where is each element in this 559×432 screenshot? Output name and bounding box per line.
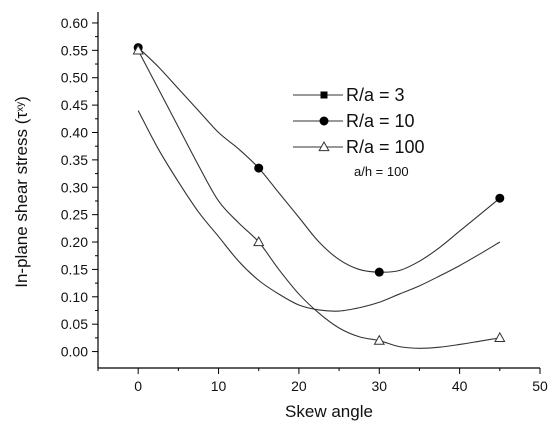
y-tick-label: 0.15 bbox=[61, 261, 88, 277]
data-point-circle bbox=[254, 163, 264, 173]
legend-item: R/a = 10 bbox=[293, 111, 415, 131]
x-tick-label: 30 bbox=[371, 378, 387, 394]
y-tick-label: 0.45 bbox=[61, 97, 88, 113]
data-point-circle bbox=[374, 267, 384, 277]
x-tick-label: 50 bbox=[532, 378, 548, 394]
x-axis-title: Skew angle bbox=[285, 402, 373, 421]
y-axis-title-subscript: xy bbox=[15, 102, 26, 112]
data-point-triangle bbox=[253, 236, 265, 247]
y-tick-label: 0.10 bbox=[61, 289, 88, 305]
legend-label: R/a = 100 bbox=[346, 137, 425, 157]
legend-label: R/a = 3 bbox=[346, 85, 405, 105]
annotation-ah: a/h = 100 bbox=[354, 164, 409, 179]
series-line bbox=[137, 47, 501, 273]
legend-label: R/a = 10 bbox=[346, 111, 415, 131]
legend-marker-square bbox=[320, 91, 328, 99]
svg-text:In-plane shear stress (τxy): In-plane shear stress (τxy) bbox=[12, 96, 31, 288]
series-layer bbox=[132, 43, 506, 349]
legend: R/a = 3 R/a = 10 R/a = 100 bbox=[293, 85, 425, 157]
y-tick-label: 0.40 bbox=[61, 124, 88, 140]
legend-marker-circle bbox=[319, 116, 329, 126]
y-axis-title-close: ) bbox=[12, 96, 31, 102]
y-tick-label: 0.55 bbox=[61, 42, 88, 58]
y-tick-label: 0.05 bbox=[61, 316, 88, 332]
y-ticks: 0.00 0.05 0.10 0.15 0.20 0.25 0.30 0.35 0.40 0.45… bbox=[61, 15, 98, 360]
series-triangle bbox=[132, 44, 506, 349]
y-tick-label: 0.60 bbox=[61, 15, 88, 31]
y-axis-title: In-plane shear stress (τxy) bbox=[12, 96, 31, 288]
x-tick-label: 40 bbox=[452, 378, 468, 394]
series-circle bbox=[133, 43, 505, 277]
series-square bbox=[137, 110, 501, 312]
x-tick-label: 10 bbox=[211, 378, 227, 394]
x-ticks: 0 10 20 30 40 50 bbox=[97, 368, 548, 394]
series-line bbox=[137, 110, 501, 312]
y-tick-label: 0.20 bbox=[61, 234, 88, 250]
data-point-triangle bbox=[132, 44, 144, 55]
y-tick-label: 0.30 bbox=[61, 179, 88, 195]
y-tick-label: 0.00 bbox=[61, 344, 88, 360]
series-line bbox=[137, 50, 500, 349]
data-point-circle bbox=[495, 193, 505, 203]
x-tick-label: 0 bbox=[134, 378, 142, 394]
legend-marker-triangle bbox=[318, 140, 330, 152]
y-axis-title-main: In-plane shear stress (τ bbox=[12, 112, 31, 288]
data-point-triangle bbox=[494, 331, 506, 342]
y-tick-label: 0.35 bbox=[61, 152, 88, 168]
legend-item: R/a = 3 bbox=[293, 85, 405, 105]
x-tick-label: 20 bbox=[291, 378, 307, 394]
y-tick-label: 0.50 bbox=[61, 70, 88, 86]
data-point-triangle bbox=[373, 334, 385, 345]
y-tick-label: 0.25 bbox=[61, 207, 88, 223]
legend-item: R/a = 100 bbox=[293, 137, 425, 157]
axes: 0.00 0.05 0.10 0.15 0.20 0.25 0.30 0.35 0.40 0.45… bbox=[61, 12, 548, 394]
